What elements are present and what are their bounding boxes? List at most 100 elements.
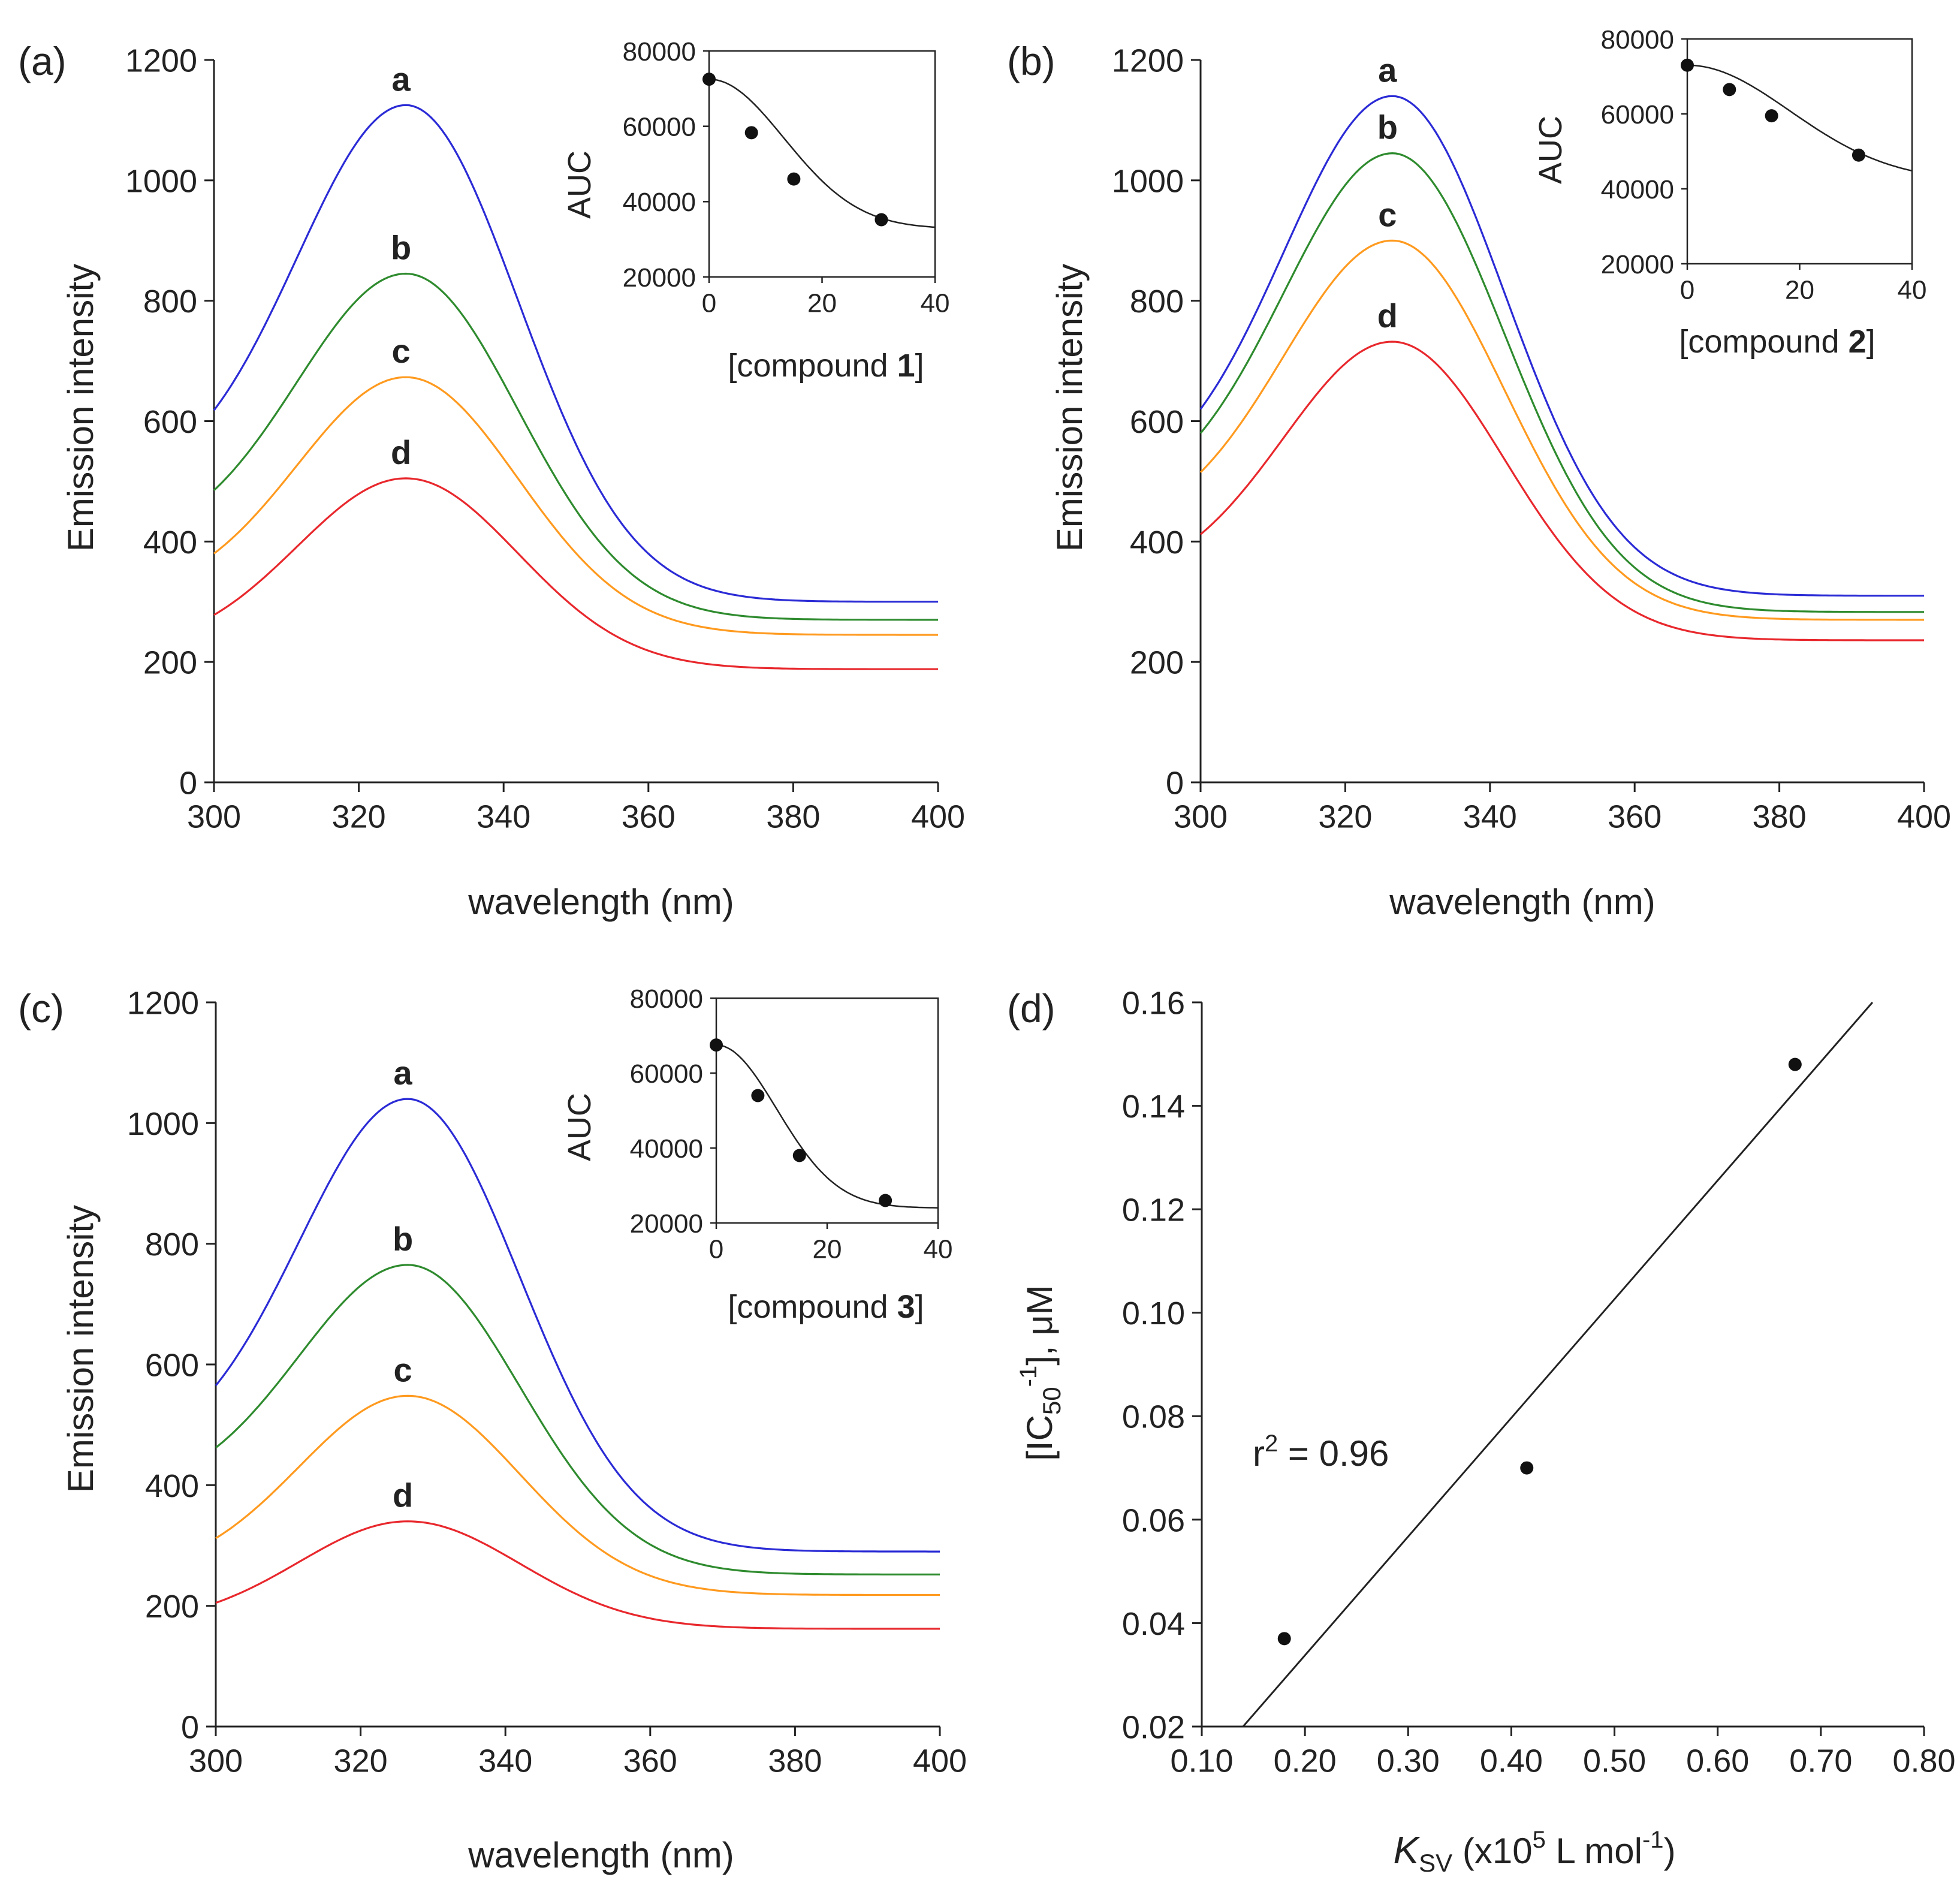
- panel-a-y-tick-label: 1000: [125, 163, 197, 199]
- panel-d-x-tick-label: 0.40: [1480, 1743, 1543, 1779]
- panel-a-inset-x-label: [compound 1]: [728, 348, 924, 384]
- panel-c-x-tick-label: 340: [478, 1743, 532, 1779]
- panel-c-x-tick-label: 320: [334, 1743, 388, 1779]
- panel-a-y-tick-label: 600: [143, 404, 197, 440]
- panel-d: (d) 0.10 0.20 0.30 0.40 0.50 0.60 0.70 0.80 0.02…: [1007, 985, 1956, 1877]
- panel-a-inset-y-tick-label: 60000: [623, 113, 696, 142]
- panel-d-y-tick-label: 0.10: [1122, 1296, 1185, 1331]
- panel-c-x-tick-label: 400: [913, 1743, 967, 1779]
- panel-a-inset-y-tick-label: 80000: [623, 37, 696, 67]
- panel-c-inset-x-tick-label: 40: [924, 1234, 953, 1264]
- panel-d-y-tick-label: 0.04: [1122, 1606, 1185, 1642]
- panel-a-inset-fit-curve: [708, 78, 936, 228]
- panel-a-x-tick-label: 360: [622, 799, 676, 834]
- panel-a-y-tick-label: 1200: [125, 43, 197, 79]
- panel-c-x-tick-label: 360: [623, 1743, 677, 1779]
- panel-d-x-tick-label: 0.80: [1892, 1743, 1955, 1779]
- panel-b-curve-label-b: b: [1377, 109, 1398, 146]
- panel-c-y-tick-label: 1000: [127, 1106, 199, 1142]
- panel-c-inset-x-tick-label: 0: [709, 1234, 723, 1264]
- panel-c-y-axis-label: Emission intensity: [61, 1205, 101, 1493]
- panel-a-inset-data-point: [787, 172, 801, 186]
- panel-label-b: (b): [1007, 39, 1056, 83]
- panel-c-inset-y-tick-label: 20000: [630, 1209, 703, 1239]
- panel-a-inset-x-tick-label: 20: [807, 288, 837, 318]
- panel-c-x-axis-label: wavelength (nm): [468, 1835, 734, 1875]
- panel-a-y-tick-label: 400: [143, 525, 197, 561]
- panel-b-curve-b: [1199, 152, 1924, 613]
- panel-b-y-tick-label: 1200: [1112, 43, 1184, 79]
- panel-b-x-tick-label: 340: [1463, 799, 1517, 834]
- panel-b-x-tick-label: 380: [1753, 799, 1807, 834]
- panel-b-curve-c: [1199, 239, 1924, 621]
- panel-b: (b) 300 320 340 360 380 400020040060080010001…: [1007, 25, 1951, 922]
- panel-c-y-tick-label: 1200: [127, 985, 199, 1021]
- panel-c-curve-label-d: d: [393, 1477, 413, 1514]
- panel-a-x-tick-label: 340: [477, 799, 530, 834]
- panel-c: (c) 300 320 340 360 380 400020040060080010001…: [18, 984, 967, 1875]
- panel-d-x-tick-label: 0.60: [1686, 1743, 1749, 1779]
- panel-d-y-tick-label: 0.14: [1122, 1089, 1185, 1125]
- panel-d-x-tick-label: 0.70: [1789, 1743, 1852, 1779]
- panel-a: (a) 300 320 340 360 380 400020040060080010001…: [18, 37, 965, 922]
- panel-c-inset: 0 20 40 20000 40000 60000 80000: [630, 984, 953, 1264]
- panel-d-data-point: [1520, 1461, 1534, 1475]
- panel-d-x-tick-label: 0.20: [1274, 1743, 1337, 1779]
- panel-a-x-axis-label: wavelength (nm): [468, 882, 734, 922]
- panel-d-y-axis-label: [IC50-1], μM: [1015, 1285, 1066, 1461]
- panel-a-curve-a: [213, 104, 938, 603]
- panel-d-x-axis-label: KSV (x105 L mol-1): [1393, 1827, 1675, 1877]
- panel-a-inset: 0 20 40 20000 40000 60000 80000: [623, 37, 950, 318]
- panel-label-c: (c): [18, 986, 64, 1031]
- panel-c-inset-y-label: AUC: [562, 1093, 598, 1161]
- panel-a-inset-x-tick-label: 0: [702, 288, 716, 318]
- panel-b-y-tick-label: 600: [1130, 404, 1184, 440]
- panel-b-inset-fit-curve: [1687, 64, 1913, 172]
- panel-b-y-axis-label: Emission intensity: [1050, 264, 1090, 552]
- panel-a-inset-y-tick-label: 20000: [623, 263, 696, 293]
- panel-d-y-tick-label: 0.06: [1122, 1502, 1185, 1538]
- panel-b-x-axis-label: wavelength (nm): [1389, 882, 1656, 922]
- panel-a-inset-data-point: [875, 213, 888, 227]
- panel-b-curve-label-a: a: [1378, 51, 1397, 89]
- panel-a-inset-x-tick-label: 40: [921, 288, 950, 318]
- panel-b-curve-label-d: d: [1377, 297, 1398, 335]
- panel-c-x-tick-label: 300: [189, 1743, 243, 1779]
- panel-a-curve-label-c: c: [392, 332, 411, 370]
- panel-c-inset-data-point: [710, 1038, 723, 1052]
- panel-a-curve-b: [213, 272, 938, 621]
- panel-d-x-tick-label: 0.10: [1170, 1743, 1233, 1779]
- panel-c-plot-area: 300 320 340 360 380 400020040060080010001200a…: [127, 985, 967, 1779]
- panel-d-y-tick-label: 0.08: [1122, 1399, 1185, 1435]
- panel-label-a: (a): [18, 39, 67, 83]
- panel-a-inset-y-tick-label: 40000: [623, 188, 696, 217]
- panel-b-inset-y-tick-label: 80000: [1601, 25, 1674, 55]
- panel-a-y-tick-label: 800: [143, 284, 197, 320]
- panel-b-curve-d: [1199, 341, 1924, 641]
- panel-b-y-tick-label: 0: [1166, 765, 1184, 801]
- panel-c-inset-frame: [715, 997, 939, 1224]
- panel-d-y-tick-label: 0.02: [1122, 1709, 1185, 1745]
- panel-c-inset-x-tick-label: 20: [813, 1234, 842, 1264]
- panel-c-inset-x-label: [compound 3]: [728, 1289, 924, 1325]
- panel-d-data-point: [1788, 1058, 1802, 1071]
- panel-a-x-tick-label: 300: [187, 799, 241, 834]
- panel-a-y-axis-label: Emission intensity: [61, 264, 101, 552]
- panel-c-curve-label-c: c: [394, 1351, 412, 1388]
- panel-a-x-tick-label: 380: [766, 799, 820, 834]
- panel-b-curve-label-c: c: [1378, 195, 1397, 233]
- panel-a-curve-d: [213, 477, 938, 670]
- panel-b-y-tick-label: 400: [1130, 525, 1184, 561]
- panel-c-curve-b: [215, 1264, 940, 1575]
- panel-b-inset-data-point: [1723, 83, 1736, 97]
- panel-c-inset-data-point: [792, 1149, 806, 1162]
- panel-b-inset-y-tick-label: 40000: [1601, 175, 1674, 204]
- panel-a-x-tick-label: 320: [332, 799, 386, 834]
- panel-b-inset-data-point: [1765, 109, 1778, 123]
- panel-d-x-tick-label: 0.50: [1583, 1743, 1646, 1779]
- panel-b-inset-data-point: [1681, 58, 1694, 72]
- panel-c-inset-y-tick-label: 40000: [630, 1134, 703, 1164]
- panel-b-x-tick-label: 320: [1318, 799, 1372, 834]
- panel-label-d: (d): [1007, 986, 1056, 1031]
